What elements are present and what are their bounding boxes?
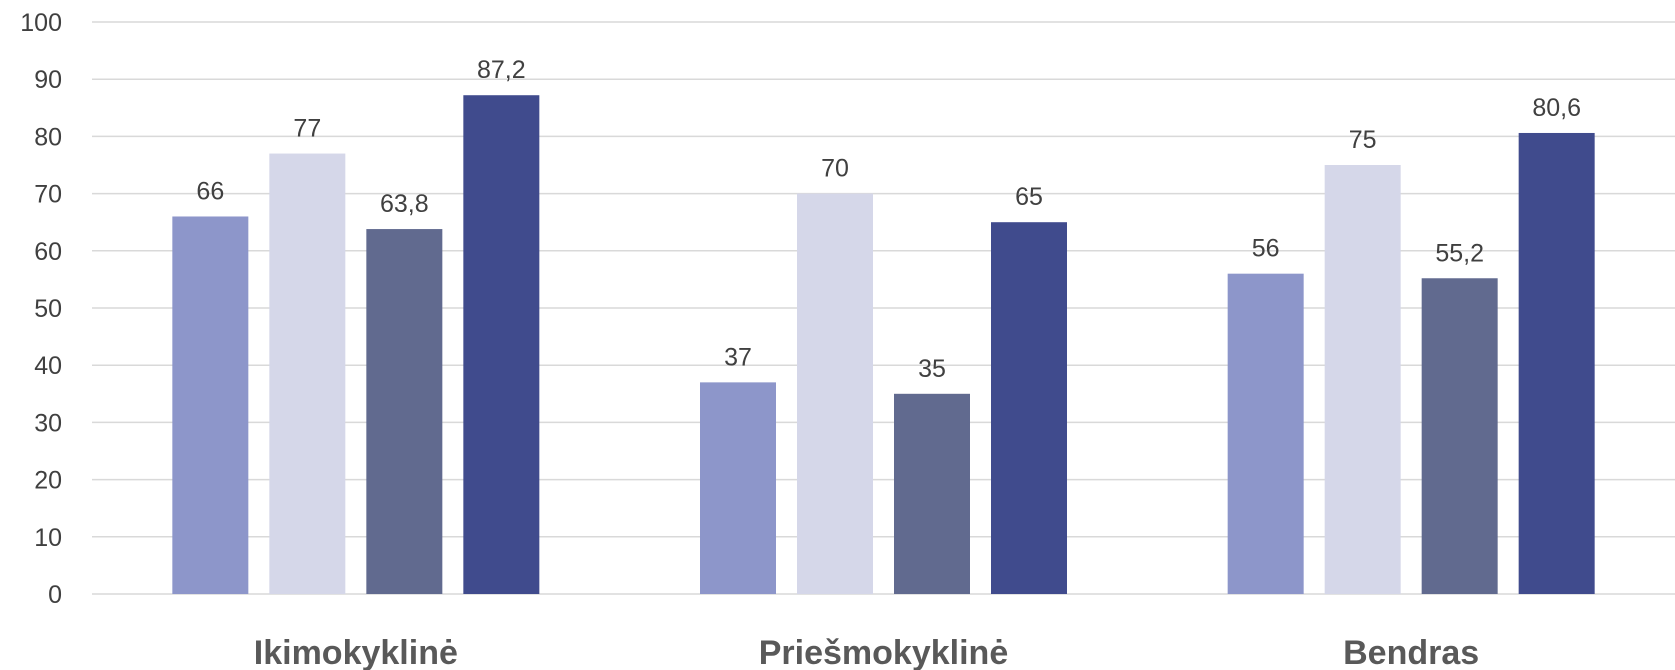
bar [463,95,540,594]
bar [1518,132,1595,594]
y-tick-label: 80 [34,123,62,151]
x-category-label: Priešmokyklinė [759,634,1008,670]
data-label: 37 [724,343,752,371]
bars [172,95,1595,595]
data-label: 87,2 [477,56,526,84]
y-tick-label: 40 [34,352,62,380]
bar [894,393,970,594]
y-tick-label: 20 [34,467,62,495]
y-tick-label: 100 [20,9,62,37]
x-category-label: Bendras [1343,634,1479,670]
bar [991,222,1067,594]
y-tick-label: 10 [34,524,62,552]
bar [700,382,776,594]
data-label: 55,2 [1435,239,1484,267]
data-label: 70 [821,155,849,183]
data-label: 65 [1015,183,1043,211]
bar [1227,273,1304,594]
y-tick-label: 0 [48,581,62,609]
data-label: 77 [293,115,321,143]
bar [366,229,443,594]
bar [269,153,346,594]
y-tick-label: 50 [34,295,62,323]
gridlines [92,21,1675,595]
data-label: 56 [1252,235,1280,263]
bar [797,193,873,594]
x-axis-category-labels: Ikimokyklinė Priešmokyklinė Bendras [254,634,1479,670]
y-tick-label: 90 [34,66,62,94]
x-category-label: Ikimokyklinė [254,634,458,670]
data-label: 35 [918,355,946,383]
data-labels: 66 77 63,8 87,2 37 70 35 65 56 75 55,2 80,6 [196,56,1581,383]
data-label: 63,8 [380,190,429,218]
data-label: 75 [1349,126,1377,154]
bar [1324,165,1401,594]
bar [1421,278,1498,594]
y-axis-tick-labels: 0 10 20 30 40 50 60 70 80 90 100 [20,9,62,609]
y-tick-label: 30 [34,409,62,437]
y-tick-label: 60 [34,238,62,266]
bar [172,216,249,595]
data-label: 80,6 [1532,94,1581,122]
data-label: 66 [196,177,224,205]
y-tick-label: 70 [34,181,62,209]
